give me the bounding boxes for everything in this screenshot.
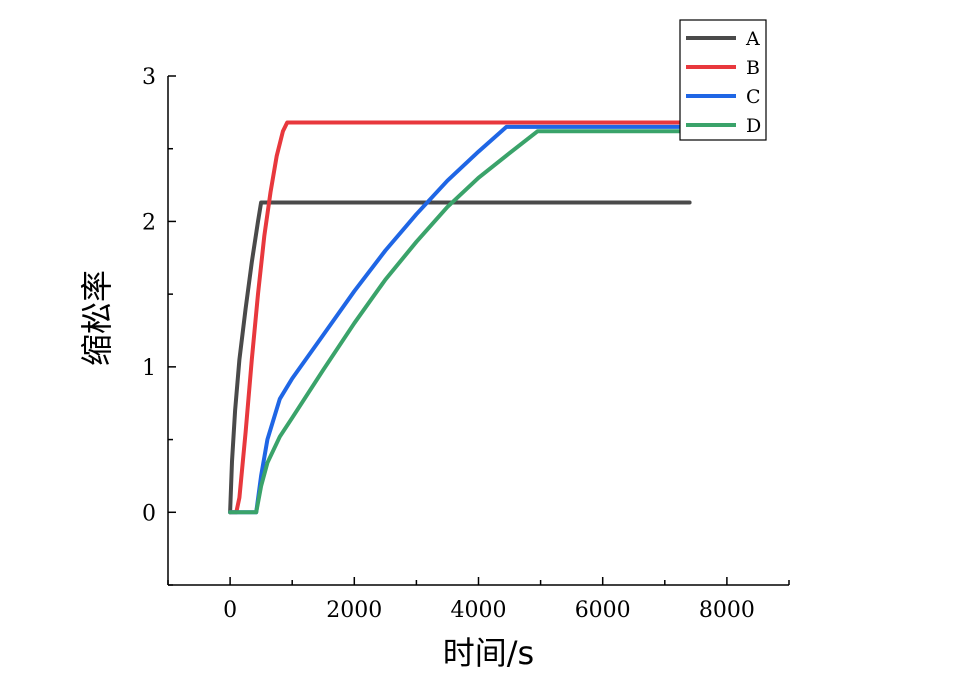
- x-tick-label: 4000: [451, 598, 507, 623]
- legend-label-C: C: [746, 86, 761, 108]
- y-tick-label: 0: [142, 501, 156, 526]
- legend-label-A: A: [745, 28, 760, 50]
- x-tick-label: 6000: [575, 598, 631, 623]
- legend-label-B: B: [746, 57, 760, 79]
- series-line-C: [228, 124, 692, 515]
- x-tick-label: 8000: [699, 598, 755, 623]
- x-tick-label: 2000: [326, 598, 382, 623]
- y-tick-label: 1: [142, 356, 156, 381]
- y-axis-title: 缩松率: [78, 270, 116, 366]
- x-tick-label: 0: [223, 598, 237, 623]
- series-line-D: [228, 129, 692, 515]
- x-axis-title: 时间/s: [443, 634, 534, 672]
- y-tick-label: 2: [142, 210, 156, 235]
- axes: 0 2000 4000 6000 8000 0 1 2 3: [142, 65, 790, 623]
- legend-label-D: D: [746, 115, 761, 137]
- axis-labels: 时间/s 缩松率: [78, 270, 534, 672]
- series-layer: [228, 120, 692, 515]
- y-tick-label: 3: [142, 65, 156, 90]
- series-line-B: [228, 120, 692, 515]
- series-line-A: [228, 200, 692, 515]
